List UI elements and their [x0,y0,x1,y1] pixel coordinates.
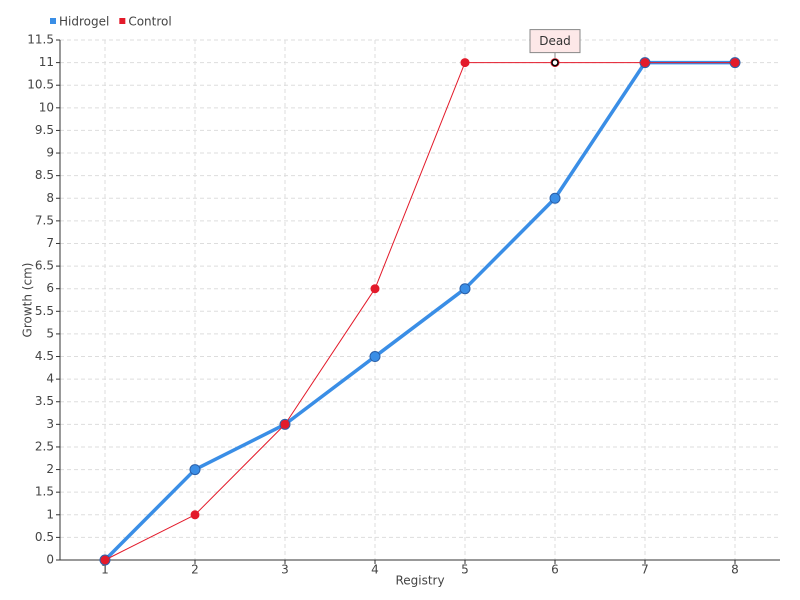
y-tick-label: 5 [46,326,54,340]
y-tick-label: 11 [39,55,54,69]
y-tick-label: 3.5 [35,394,54,408]
y-axis-label: Growth (cm) [21,263,35,338]
y-tick-label: 7 [46,236,54,250]
y-tick-label: 7.5 [35,213,54,227]
legend-swatch [50,18,56,24]
y-tick-label: 2 [46,462,54,476]
y-tick-label: 3 [46,417,54,431]
y-tick-label: 4.5 [35,349,54,363]
y-tick-label: 10.5 [27,78,54,92]
y-tick-label: 8.5 [35,168,54,182]
y-tick-label: 6 [46,281,54,295]
data-point [370,284,380,294]
annotation-point [551,58,559,67]
x-tick-label: 3 [281,563,289,577]
y-tick-label: 4 [46,372,54,386]
series-line [104,62,735,561]
y-tick-label: 9.5 [35,123,54,137]
legend-label: Hidrogel [59,15,109,29]
data-point [189,464,201,476]
y-tick-label: 1.5 [35,485,54,499]
y-tick-label: 0.5 [35,530,54,544]
y-tick-label: 1 [46,507,54,521]
y-tick-label: 11.5 [27,33,54,47]
y-tick-label: 8 [46,191,54,205]
annotation-box [529,29,581,54]
x-tick-label: 4 [371,563,379,577]
x-tick-label: 8 [731,563,739,577]
data-point [730,58,740,68]
y-tick-label: 2.5 [35,439,54,453]
x-tick-label: 2 [191,563,199,577]
x-tick-label: 7 [641,563,649,577]
annotation-text: Dead [539,34,571,48]
data-point [100,555,110,565]
series-line [103,60,735,562]
y-tick-label: 6.5 [35,259,54,273]
data-point [369,351,381,363]
y-tick-label: 5.5 [35,304,54,318]
legend-swatch [119,18,126,24]
data-point [640,58,650,68]
data-point [190,510,200,520]
y-tick-label: 0 [46,553,54,567]
legend-label: Control [128,15,171,29]
data-point [459,283,471,295]
x-tick-label: 1 [101,563,109,577]
y-tick-label: 10 [39,100,54,114]
x-tick-label: 5 [461,563,469,577]
x-tick-label: 6 [551,563,559,577]
x-axis-label: Registry [395,574,444,588]
data-point [549,192,561,204]
data-point [460,58,470,68]
data-point [280,419,290,429]
y-tick-label: 9 [46,146,54,160]
